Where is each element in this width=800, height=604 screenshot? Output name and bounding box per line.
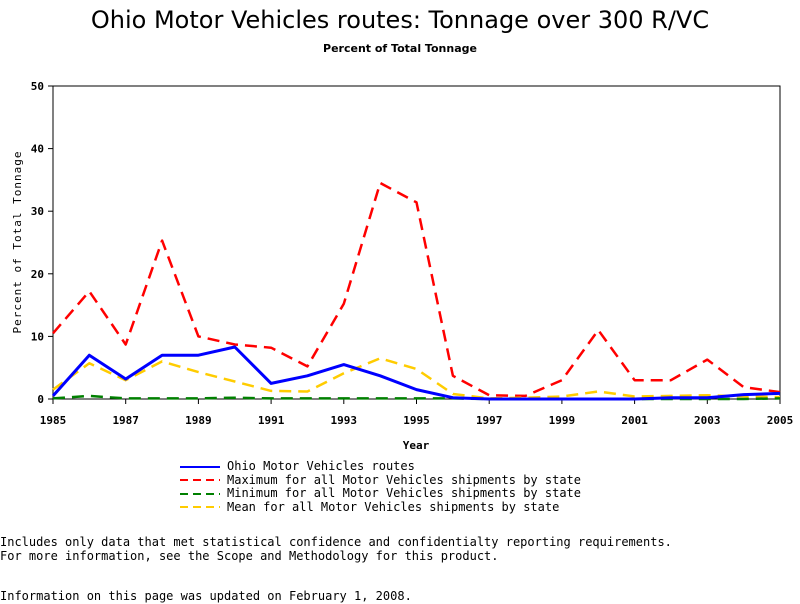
y-tick-label: 50 bbox=[31, 80, 44, 93]
chart-title: Ohio Motor Vehicles routes: Tonnage over… bbox=[90, 6, 710, 34]
x-axis-title: Year bbox=[403, 439, 430, 452]
x-tick-label: 1991 bbox=[258, 414, 285, 427]
legend: Ohio Motor Vehicles routes Maximum for a… bbox=[180, 459, 582, 515]
legend-swatch-maximum bbox=[180, 479, 220, 482]
series-line-1 bbox=[52, 181, 781, 398]
x-tick-label: 1985 bbox=[40, 414, 67, 427]
legend-swatch-mean bbox=[180, 506, 220, 509]
x-tick-label: 1999 bbox=[549, 414, 576, 427]
x-tick-label: 1989 bbox=[185, 414, 212, 427]
legend-item: Ohio Motor Vehicles routes bbox=[180, 459, 581, 474]
x-tick-label: 2003 bbox=[694, 414, 721, 427]
chart-subtitle: Percent of Total Tonnage bbox=[323, 42, 477, 55]
x-tick-label: 2005 bbox=[767, 414, 794, 427]
legend-item: Maximum for all Motor Vehicles shipments… bbox=[180, 472, 582, 488]
footnotes: Includes only data that met statistical … bbox=[0, 535, 800, 604]
series-line-2 bbox=[52, 394, 781, 401]
y-axis-title: Percent of Total Tonnage bbox=[11, 151, 24, 334]
x-tick-label: 2001 bbox=[621, 414, 648, 427]
x-axis: 1985 1987 1989 1991 1993 1995 1997 1999 2001 2003… bbox=[40, 399, 794, 427]
legend-item: Minimum for all Motor Vehicles shipments… bbox=[180, 486, 582, 501]
y-tick-label: 10 bbox=[31, 330, 44, 343]
y-axis: 0 10 20 30 40 50 bbox=[31, 80, 53, 406]
y-tick-label: 20 bbox=[31, 268, 44, 281]
legend-swatch-ohio bbox=[180, 465, 220, 468]
legend-label: Mean for all Motor Vehicles shipments by… bbox=[227, 499, 560, 514]
y-tick-label: 0 bbox=[37, 393, 44, 406]
note-methodology: For more information, see the Scope and … bbox=[0, 548, 499, 563]
legend-label: Ohio Motor Vehicles routes bbox=[227, 459, 415, 473]
x-tick-label: 1993 bbox=[331, 414, 358, 427]
y-tick-label: 40 bbox=[31, 143, 44, 156]
x-tick-label: 1987 bbox=[112, 414, 139, 427]
legend-swatch-minimum bbox=[180, 492, 220, 495]
legend-label: Maximum for all Motor Vehicles shipments… bbox=[227, 472, 582, 487]
legend-item: Mean for all Motor Vehicles shipments by… bbox=[180, 499, 581, 515]
legend-label: Minimum for all Motor Vehicles shipments… bbox=[227, 486, 582, 500]
line-chart: 0 10 20 30 40 50 1985 1987 1989 1991 1993 1995 1997… bbox=[11, 80, 794, 452]
x-tick-label: 1995 bbox=[403, 414, 430, 427]
y-tick-label: 30 bbox=[31, 205, 44, 218]
note-confidence: Includes only data that met statistical … bbox=[0, 535, 672, 549]
series-group bbox=[51, 181, 781, 401]
series-line-3 bbox=[52, 357, 781, 400]
note-updated: Information on this page was updated on … bbox=[0, 589, 412, 603]
series-line-0 bbox=[51, 345, 781, 401]
x-tick-label: 1997 bbox=[476, 414, 503, 427]
